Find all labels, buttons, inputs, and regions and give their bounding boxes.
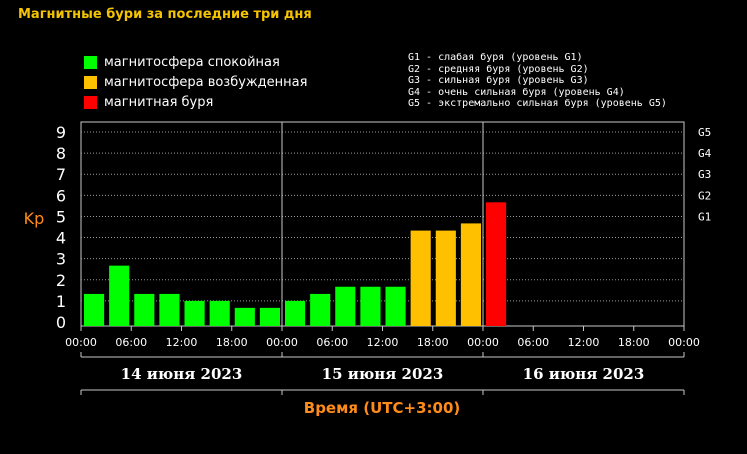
kp-bar: [460, 223, 481, 326]
x-axis-label: Время (UTC+3:00): [304, 399, 460, 417]
kp-bar: [410, 230, 431, 326]
kp-bar: [259, 307, 280, 326]
storm-level-tick: G3: [698, 168, 711, 181]
storm-level-legend: G1 - слабая буря (уровень G1) G2 - средн…: [408, 52, 667, 110]
y-tick-label: 7: [56, 165, 66, 184]
storm-level-g5: G5 - экстремально сильная буря (уровень …: [408, 98, 667, 109]
legend-label-disturbed: магнитосфера возбужденная: [104, 74, 308, 90]
storm-level-tick: G1: [698, 210, 711, 223]
day-label: 14 июня 2023: [121, 365, 243, 383]
storm-level-g3: G3 - сильная буря (уровень G3): [408, 75, 589, 86]
kp-bar: [234, 307, 255, 326]
kp-bar: [310, 293, 331, 326]
legend-label-storm: магнитная буря: [104, 94, 214, 110]
x-tick-label: 00:00: [266, 336, 298, 349]
storm-level-g4: G4 - очень сильная буря (уровень G4): [408, 86, 625, 98]
legend-item-quiet: магнитосфера спокойная: [84, 52, 307, 72]
legend-label-quiet: магнитосфера спокойная: [104, 54, 280, 70]
y-tick-label: 4: [56, 229, 66, 248]
kp-bar: [335, 286, 356, 326]
storm-level-g2: G2 - средняя буря (уровень G2): [408, 63, 589, 75]
x-tick-label: 06:00: [316, 336, 348, 349]
storm-level-tick: G2: [698, 189, 711, 202]
x-tick-label: 12:00: [166, 336, 198, 349]
kp-bar: [285, 300, 306, 326]
kp-bar: [84, 293, 105, 326]
y-tick-label: 5: [56, 207, 66, 226]
y-tick-label: 6: [56, 186, 66, 205]
x-tick-label: 18:00: [216, 336, 248, 349]
y-tick-label: 8: [56, 144, 66, 163]
x-tick-label: 00:00: [65, 336, 97, 349]
y-tick-label: 9: [56, 123, 66, 142]
legend-swatch-disturbed: [84, 75, 97, 89]
storm-level-tick: G5: [698, 126, 711, 139]
kp-bar: [360, 286, 381, 326]
kp-bar: [209, 300, 230, 326]
x-tick-label: 18:00: [417, 336, 449, 349]
chart-title: Магнитные бури за последние три дня: [18, 7, 312, 22]
y-tick-label: 0: [56, 313, 66, 332]
y-tick-label: 1: [56, 292, 66, 311]
y-tick-label: 2: [56, 271, 66, 290]
kp-bar: [159, 293, 180, 326]
x-tick-label: 12:00: [568, 336, 600, 349]
storm-level-tick: G4: [698, 147, 712, 160]
kp-bar: [486, 202, 507, 326]
kp-bar: [184, 300, 205, 326]
x-tick-label: 06:00: [115, 336, 147, 349]
day-label: 15 июня 2023: [322, 365, 444, 383]
y-tick-label: 3: [56, 250, 66, 269]
color-legend: магнитосфера спокойная магнитосфера возб…: [84, 52, 307, 112]
x-tick-label: 18:00: [618, 336, 650, 349]
y-axis-label: Kp: [24, 209, 45, 228]
legend-item-disturbed: магнитосфера возбужденная: [84, 72, 307, 92]
x-tick-label: 06:00: [517, 336, 549, 349]
legend-swatch-storm: [84, 95, 97, 109]
x-tick-label: 12:00: [367, 336, 399, 349]
storm-level-g1: G1 - слабая буря (уровень G1): [408, 52, 583, 63]
kp-bar: [385, 286, 406, 326]
kp-bar: [134, 293, 155, 326]
x-tick-label: 00:00: [467, 336, 499, 349]
x-tick-label: 00:00: [668, 336, 700, 349]
legend-item-storm: магнитная буря: [84, 92, 307, 112]
day-label: 16 июня 2023: [523, 365, 645, 383]
legend-swatch-quiet: [84, 55, 97, 69]
kp-bar: [435, 230, 456, 326]
kp-bar: [109, 265, 130, 326]
